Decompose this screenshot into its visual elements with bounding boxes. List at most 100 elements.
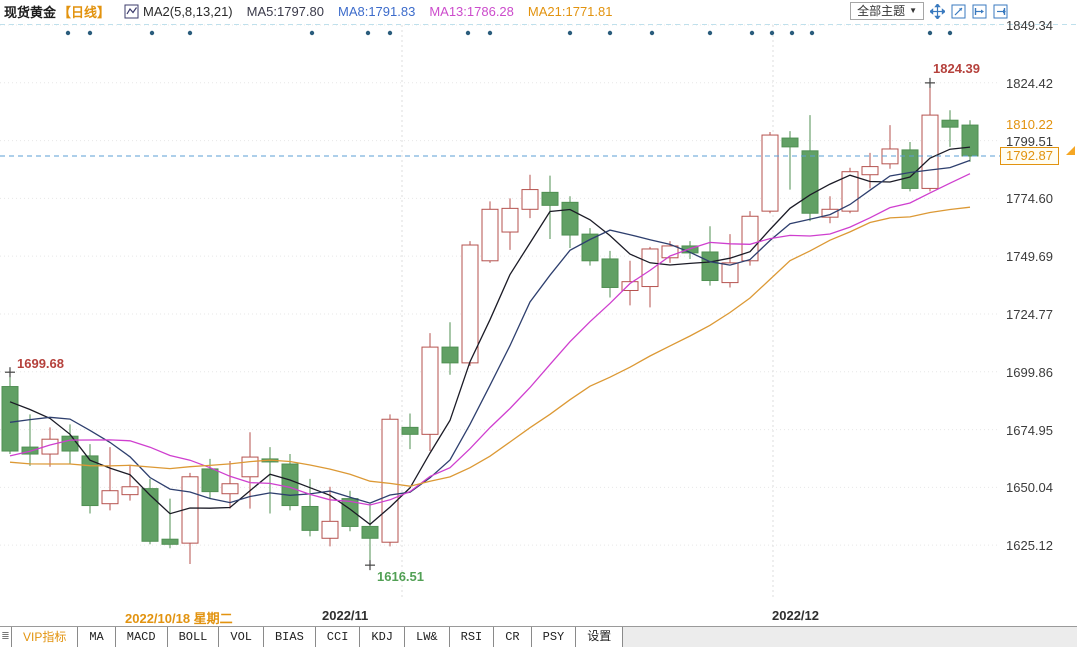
period-label: 【日线】 bbox=[58, 4, 111, 20]
chart-controls: 全部主题 ▼ bbox=[850, 2, 1008, 20]
candle-body bbox=[161, 538, 179, 545]
candle-body bbox=[421, 346, 439, 435]
event-marker-dot[interactable] bbox=[365, 30, 371, 36]
event-marker-dot[interactable] bbox=[649, 30, 655, 36]
toolbar-collapse-button[interactable]: ≣ bbox=[0, 627, 12, 647]
candle-body bbox=[661, 245, 679, 259]
candle-body bbox=[601, 258, 619, 288]
candle-body bbox=[561, 201, 579, 236]
event-marker-dot[interactable] bbox=[309, 30, 315, 36]
event-marker-dot[interactable] bbox=[749, 30, 755, 36]
event-marker-dot[interactable] bbox=[947, 30, 953, 36]
event-marker-dot[interactable] bbox=[65, 30, 71, 36]
candle-body bbox=[281, 463, 299, 507]
candle-body bbox=[361, 525, 379, 539]
x-axis-month-label: 2022/11 bbox=[322, 608, 369, 623]
tab-cci[interactable]: CCI bbox=[315, 627, 361, 647]
selected-date-label: 2022/10/18 星期二 bbox=[125, 611, 233, 626]
y-axis-tick: 1699.86 bbox=[1006, 364, 1053, 380]
event-marker-dot[interactable] bbox=[607, 30, 613, 36]
y-axis-tick: 1625.12 bbox=[1006, 538, 1053, 554]
event-marker-dot[interactable] bbox=[707, 30, 713, 36]
extreme-price-annotation: 1699.68 bbox=[17, 356, 64, 372]
chart-header: 现货黄金 【日线】 MA2(5,8,13,21) MA5:1797.80 MA8:… bbox=[0, 0, 1077, 22]
candle-body bbox=[781, 137, 799, 148]
indicator-toolbar: ≣ VIP指标 MA MACD BOLL VOL BIAS CCI KDJ LW& RSI CR PS… bbox=[0, 626, 1077, 647]
y-axis-tick: 1650.04 bbox=[1006, 480, 1053, 496]
ma-legend-item: MA5:1797.80 bbox=[246, 3, 324, 19]
event-marker-dot[interactable] bbox=[87, 30, 93, 36]
candle-body bbox=[401, 426, 419, 435]
tab-vip[interactable]: VIP指标 bbox=[12, 627, 79, 647]
price-arrow-icon bbox=[1063, 143, 1077, 162]
line-chart-icon[interactable] bbox=[124, 4, 139, 19]
candle-body bbox=[641, 248, 659, 288]
event-marker-dot[interactable] bbox=[387, 30, 393, 36]
candle-body bbox=[241, 456, 259, 478]
event-marker-dot[interactable] bbox=[487, 30, 493, 36]
shift-left-icon[interactable] bbox=[971, 3, 987, 19]
candle-body bbox=[461, 244, 479, 364]
symbol-name: 现货黄金 bbox=[4, 4, 57, 20]
event-marker-dot[interactable] bbox=[769, 30, 775, 36]
tab-cr[interactable]: CR bbox=[494, 627, 532, 647]
event-marker-dot[interactable] bbox=[809, 30, 815, 36]
ma-group-label: MA2(5,8,13,21) bbox=[143, 3, 233, 19]
extreme-price-annotation: 1824.39 bbox=[933, 60, 980, 76]
tab-settings[interactable]: 设置 bbox=[576, 627, 624, 647]
tab-lw[interactable]: LW& bbox=[405, 627, 450, 647]
candle-body bbox=[621, 281, 639, 291]
event-marker-dot[interactable] bbox=[567, 30, 573, 36]
tab-kdj[interactable]: KDJ bbox=[360, 627, 406, 647]
candle-body bbox=[921, 114, 939, 189]
ma-legend-item: MA13:1786.28 bbox=[429, 3, 514, 19]
shift-right-icon[interactable] bbox=[992, 3, 1008, 19]
candle-body bbox=[221, 483, 239, 495]
tab-macd[interactable]: MACD bbox=[115, 627, 168, 647]
event-marker-dot[interactable] bbox=[149, 30, 155, 36]
theme-dropdown[interactable]: 全部主题 ▼ bbox=[850, 2, 924, 20]
toolbar-filler bbox=[623, 627, 1077, 647]
candle-body bbox=[1, 386, 19, 452]
tab-rsi[interactable]: RSI bbox=[449, 627, 495, 647]
candle-body bbox=[101, 490, 119, 505]
ma-legend-item: MA21:1771.81 bbox=[527, 3, 613, 19]
candle-body bbox=[201, 468, 219, 493]
y-axis-tick: 1824.42 bbox=[1006, 75, 1053, 91]
candle-body bbox=[941, 119, 959, 128]
y-axis-tick: 1724.77 bbox=[1006, 306, 1053, 322]
tab-ma[interactable]: MA bbox=[78, 627, 116, 647]
y-axis-tick: 1774.60 bbox=[1006, 191, 1053, 207]
ma-legend: MA5:1797.80 MA8:1791.83 MA13:1786.28 MA21:1… bbox=[233, 4, 613, 19]
candle-body bbox=[961, 124, 979, 157]
reference-price-label: 1810.22 bbox=[1006, 116, 1053, 132]
candle-body bbox=[801, 150, 819, 214]
candle-body bbox=[381, 418, 399, 543]
ma-line-ma21 bbox=[9, 206, 971, 487]
event-marker-dot[interactable] bbox=[789, 30, 795, 36]
pan-icon[interactable] bbox=[929, 3, 945, 19]
fit-range-icon[interactable] bbox=[950, 3, 966, 19]
event-marker-dot[interactable] bbox=[927, 30, 933, 36]
tab-boll[interactable]: BOLL bbox=[167, 627, 220, 647]
tab-psy[interactable]: PSY bbox=[531, 627, 577, 647]
theme-dropdown-label: 全部主题 bbox=[857, 4, 906, 18]
candle-body bbox=[761, 134, 779, 212]
candle-body bbox=[581, 233, 599, 262]
ma-line-ma13 bbox=[9, 173, 971, 506]
candle-body bbox=[121, 486, 139, 496]
indicator-tabs: VIP指标 MA MACD BOLL VOL BIAS CCI KDJ LW& RSI CR PSY 设… bbox=[12, 627, 624, 647]
y-axis-tick: 1799.51 bbox=[1006, 133, 1053, 149]
event-marker-dot[interactable] bbox=[187, 30, 193, 36]
tab-vol[interactable]: VOL bbox=[219, 627, 264, 647]
candle-body bbox=[321, 520, 339, 539]
candlestick-chart bbox=[0, 24, 1077, 600]
candle-body bbox=[441, 346, 459, 364]
candle-body bbox=[61, 435, 79, 452]
candle-body bbox=[521, 189, 539, 210]
event-marker-dot[interactable] bbox=[465, 30, 471, 36]
tab-bias[interactable]: BIAS bbox=[263, 627, 316, 647]
chevron-down-icon: ▼ bbox=[909, 6, 917, 15]
ma-legend-item: MA8:1791.83 bbox=[337, 3, 416, 19]
